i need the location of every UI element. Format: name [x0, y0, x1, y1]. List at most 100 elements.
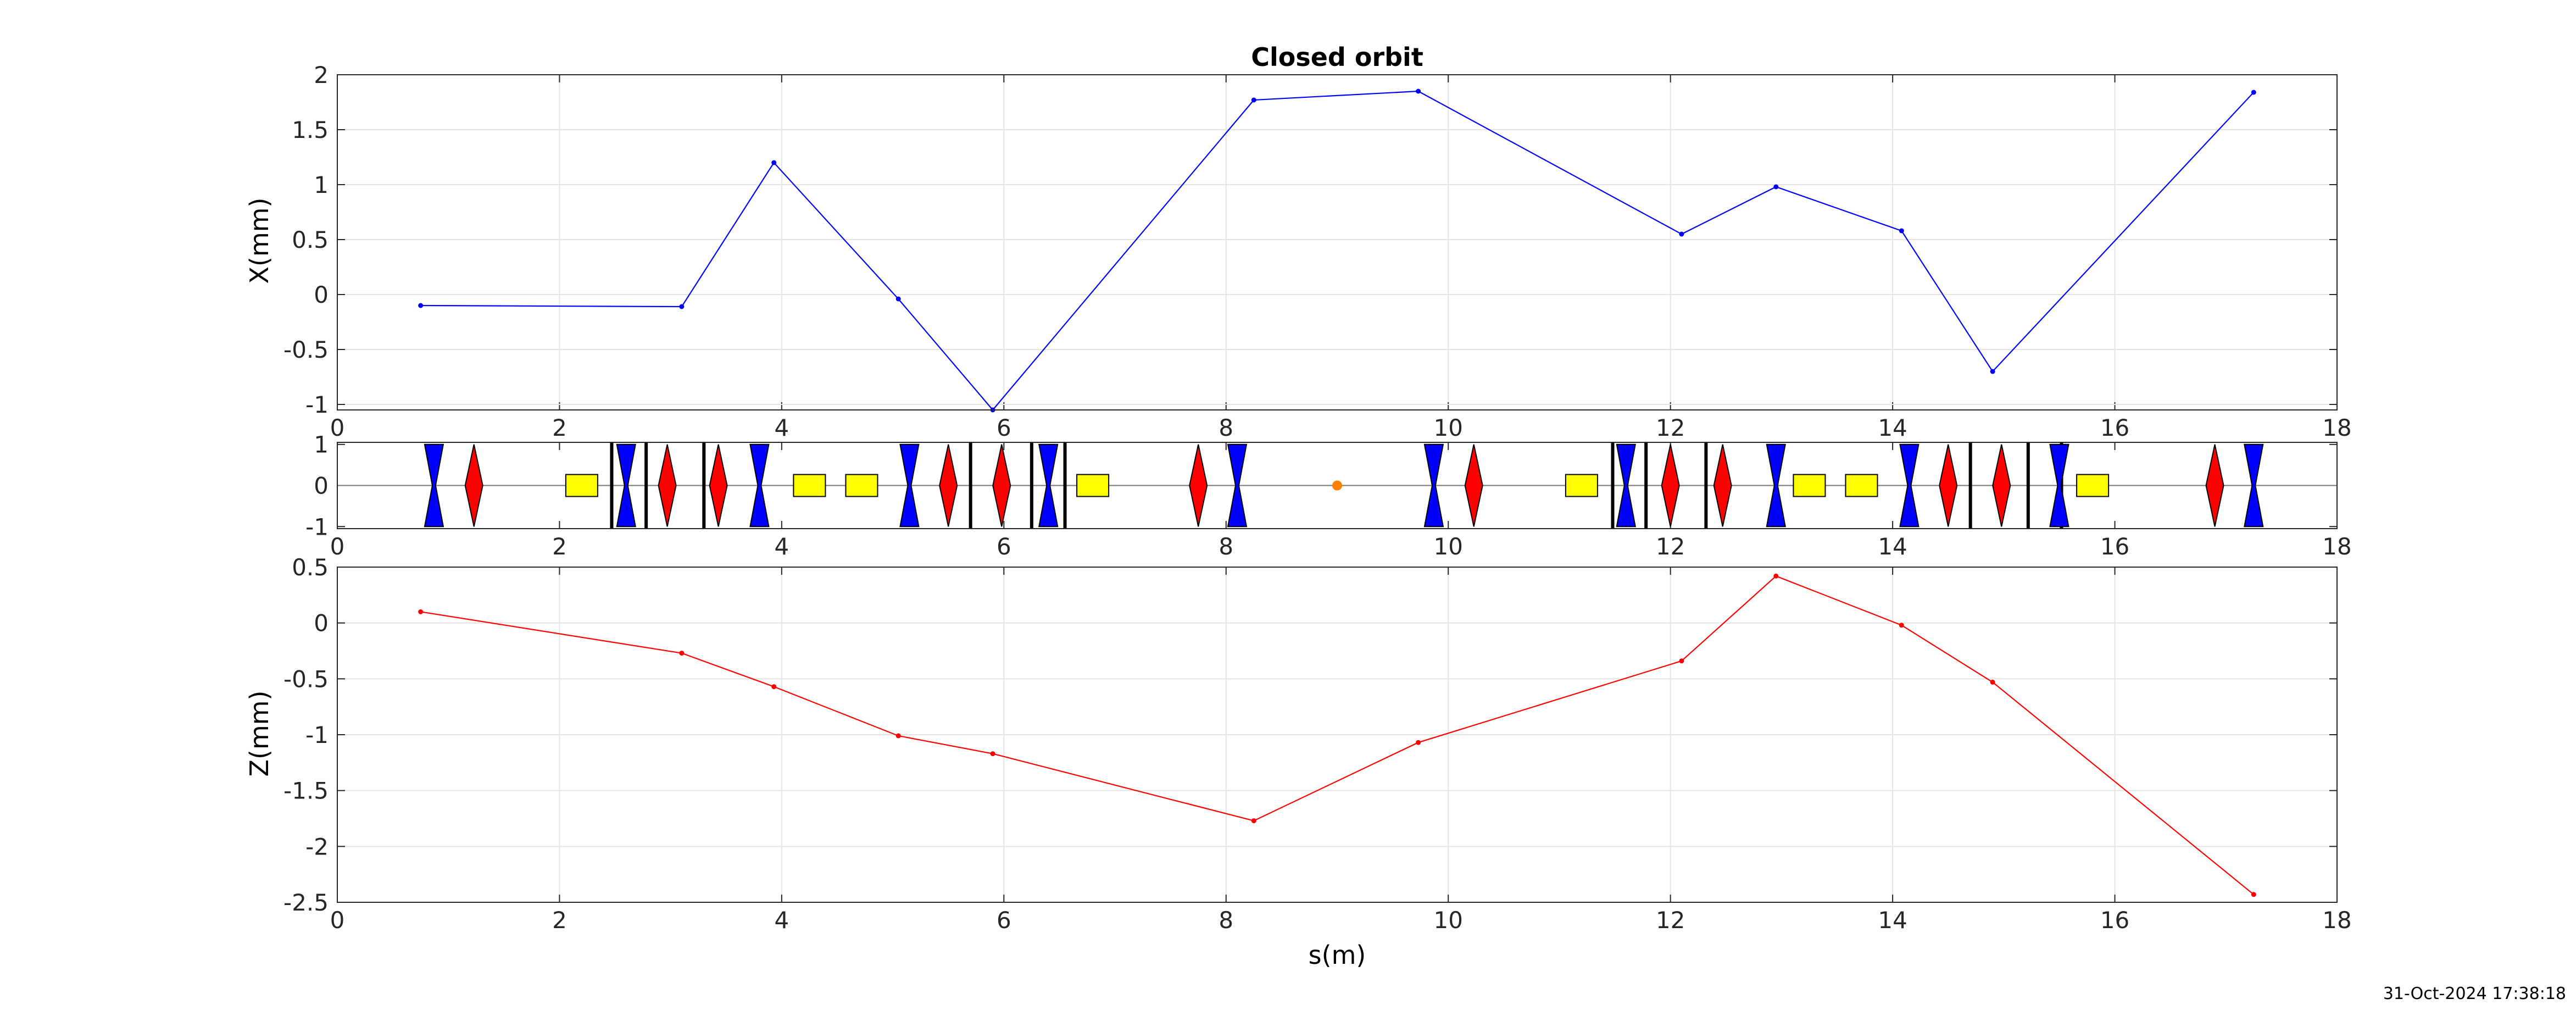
x-tick-label: 0 — [330, 533, 345, 560]
dipole-magnet — [565, 474, 598, 497]
orbit-data-point — [1773, 573, 1779, 579]
defocusing-quadrupole — [899, 443, 920, 528]
focusing-quadrupole — [1464, 444, 1483, 527]
x-tick-label: 12 — [1656, 907, 1685, 934]
x-tick-label: 10 — [1433, 533, 1462, 560]
dipole-magnet — [793, 474, 826, 497]
y-tick-label: 0 — [314, 473, 329, 500]
x-tick-label: 18 — [2322, 907, 2351, 934]
axes-frame — [337, 567, 2338, 903]
orbit-data-point — [2251, 892, 2256, 897]
dipole-magnet — [1845, 474, 1878, 497]
x-tick-label: 8 — [1219, 533, 1233, 560]
x-tick-label: 16 — [2100, 414, 2129, 441]
y-tick-label: -0.5 — [283, 336, 329, 363]
x-tick-label: 6 — [997, 414, 1011, 441]
x-tick-label: 8 — [1219, 907, 1233, 934]
defocusing-quadrupole — [749, 443, 770, 528]
orbit-data-point — [1990, 369, 1995, 374]
x-tick-label: 14 — [1878, 907, 1907, 934]
x-tick-label: 18 — [2322, 533, 2351, 560]
dipole-magnet — [1565, 474, 1598, 497]
x-tick-label: 16 — [2100, 907, 2129, 934]
x-axis-label: s(m) — [1309, 940, 1366, 970]
y-tick-label: 1.5 — [292, 116, 329, 143]
orbit-data-point — [2251, 90, 2256, 95]
y-tick-label: 1 — [314, 431, 329, 458]
dipole-magnet — [1793, 474, 1826, 497]
x-tick-label: 2 — [552, 533, 567, 560]
x-tick-label: 6 — [997, 533, 1011, 560]
orbit-data-point — [895, 733, 901, 739]
orbit-data-point — [418, 609, 424, 614]
x-tick-label: 14 — [1878, 533, 1907, 560]
focusing-quadrupole — [464, 444, 483, 527]
defocusing-quadrupole — [1616, 443, 1636, 528]
x-tick-label: 2 — [552, 907, 567, 934]
orbit-data-point — [1990, 679, 1995, 685]
x-tick-label: 8 — [1219, 414, 1233, 441]
x-tick-label: 4 — [775, 414, 789, 441]
focusing-quadrupole — [1992, 444, 2011, 527]
focusing-quadrupole — [658, 444, 677, 527]
y-tick-label: 0.5 — [292, 226, 329, 253]
focusing-quadrupole — [939, 444, 958, 527]
defocusing-quadrupole — [424, 443, 444, 528]
x-tick-label: 6 — [997, 907, 1011, 934]
x-tick-label: 18 — [2322, 414, 2351, 441]
orbit-data-point — [1251, 97, 1256, 103]
x-tick-label: 12 — [1656, 533, 1685, 560]
orbit-data-point — [1679, 231, 1684, 237]
y-axis-label-z: Z(mm) — [244, 690, 274, 776]
x-tick-label: 14 — [1878, 414, 1907, 441]
x-tick-label: 0 — [330, 414, 345, 441]
orbit-data-point — [1899, 228, 1904, 234]
orbit-data-point — [679, 304, 685, 309]
focusing-quadrupole — [1189, 444, 1208, 527]
defocusing-quadrupole — [1227, 443, 1248, 528]
y-tick-label: 0 — [314, 281, 329, 308]
x-orbit-axes: 0 2 4 6 8 10 12 14 16 18 -1 -0.5 0 0.5 1 1.5 2 — [283, 62, 2352, 441]
orbit-data-point — [895, 296, 901, 302]
x-tick-label: 0 — [330, 907, 345, 934]
focusing-quadrupole — [1939, 444, 1958, 527]
defocusing-quadrupole — [1899, 443, 1920, 528]
x-tick-label: 16 — [2100, 533, 2129, 560]
orbit-data-point — [1416, 88, 1421, 94]
x-tick-label: 10 — [1433, 414, 1462, 441]
axes-frame — [337, 74, 2338, 410]
y-tick-label: -2.5 — [283, 889, 329, 916]
dipole-magnet — [2076, 474, 2110, 497]
y-tick-label: -0.5 — [283, 665, 329, 692]
axes-background — [337, 75, 2337, 410]
orbit-data-point — [771, 160, 777, 165]
y-tick-label: -1 — [305, 513, 329, 540]
y-tick-label: 0 — [314, 610, 329, 637]
defocusing-quadrupole — [1038, 443, 1059, 528]
orbit-series-line — [420, 575, 2254, 895]
focusing-quadrupole — [1661, 444, 1680, 527]
orbit-data-point — [990, 751, 995, 757]
observation-point — [1332, 480, 1342, 491]
chart-title: Closed orbit — [1251, 42, 1423, 72]
orbit-data-point — [1251, 818, 1256, 824]
orbit-data-point — [1679, 658, 1684, 664]
defocusing-quadrupole — [2244, 443, 2264, 528]
defocusing-quadrupole — [2049, 443, 2069, 528]
focusing-quadrupole — [2205, 444, 2224, 527]
x-tick-label: 10 — [1433, 907, 1462, 934]
orbit-data-point — [418, 303, 424, 308]
y-tick-label: 0.5 — [292, 554, 329, 581]
orbit-data-point — [1899, 623, 1904, 628]
y-tick-label: -2 — [305, 833, 329, 860]
y-tick-label: 2 — [314, 62, 329, 88]
orbit-data-point — [771, 684, 777, 690]
z-orbit-axes: 0 2 4 6 8 10 12 14 16 18 -2.5 -2 -1.5 -1 -0.5 0 0.5 — [283, 554, 2352, 934]
dipole-magnet — [1076, 474, 1110, 497]
orbit-data-point — [1416, 740, 1421, 745]
focusing-quadrupole — [992, 444, 1011, 527]
x-tick-label: 12 — [1656, 414, 1685, 441]
y-tick-label: -1.5 — [283, 778, 329, 804]
y-tick-label: 1 — [314, 171, 329, 198]
